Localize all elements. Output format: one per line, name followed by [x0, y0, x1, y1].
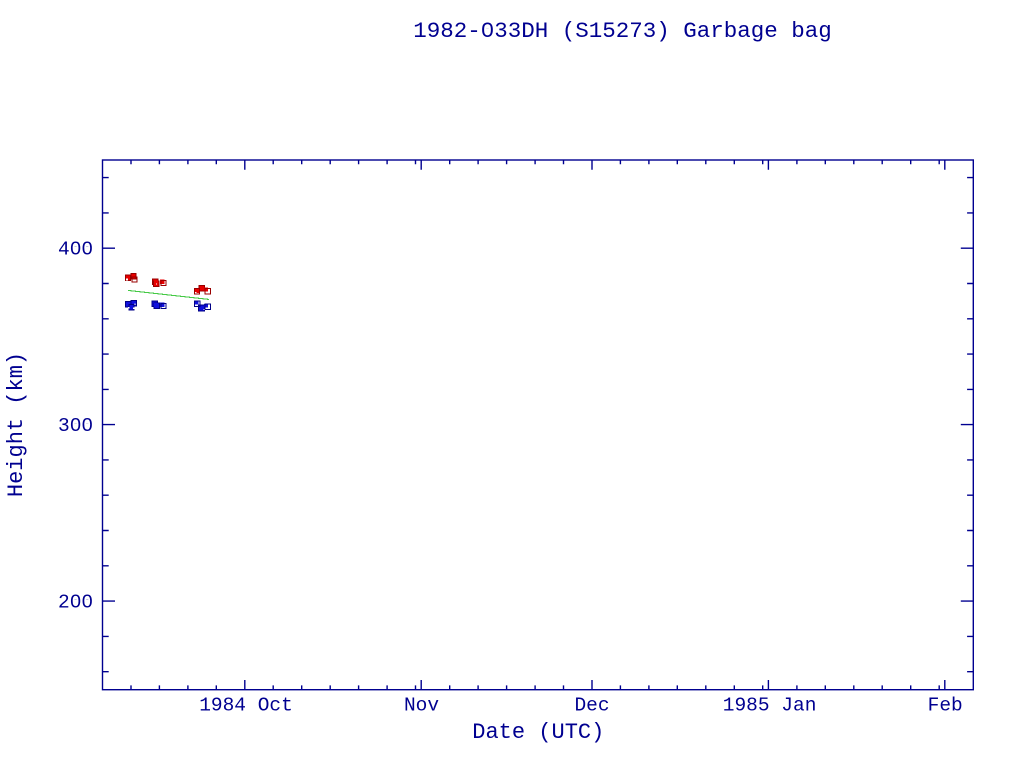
svg-text:1985 Jan: 1985 Jan: [723, 694, 817, 716]
svg-text:Nov: Nov: [404, 694, 439, 716]
svg-text:Height (km): Height (km): [4, 352, 29, 497]
svg-text:1984 Oct: 1984 Oct: [199, 694, 293, 716]
svg-text:Date (UTC): Date (UTC): [472, 720, 604, 745]
svg-text:Dec: Dec: [574, 694, 609, 716]
svg-text:Feb: Feb: [928, 694, 963, 716]
svg-text:1982-033DH (S15273) Garbage ba: 1982-033DH (S15273) Garbage bag: [413, 18, 832, 44]
